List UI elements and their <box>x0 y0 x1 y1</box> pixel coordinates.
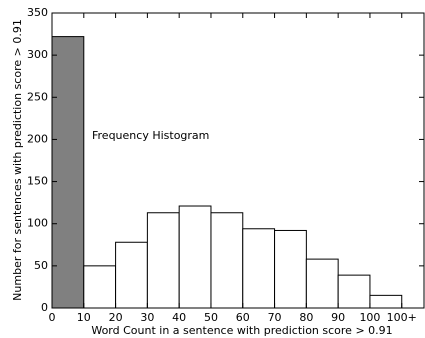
bar <box>83 265 117 309</box>
y-tick-label: 300 <box>27 48 48 61</box>
plot-frame <box>51 12 425 309</box>
bar <box>51 36 85 309</box>
x-tick-label: 20 <box>109 311 123 324</box>
y-tick-label: 50 <box>34 259 48 272</box>
bar <box>337 274 371 309</box>
x-tick-label: 40 <box>172 311 186 324</box>
x-tick-label: 100+ <box>387 311 417 324</box>
bar <box>369 294 403 309</box>
bar <box>305 258 339 309</box>
y-tick-label: 150 <box>27 175 48 188</box>
x-tick-label: 90 <box>331 311 345 324</box>
x-tick-label: 50 <box>204 311 218 324</box>
bar <box>115 241 148 309</box>
bar <box>178 205 212 309</box>
x-tick-label: 80 <box>299 311 313 324</box>
y-tick-label: 350 <box>27 6 48 19</box>
y-tick-label: 250 <box>27 90 48 103</box>
bar <box>274 229 307 309</box>
x-tick-label: 60 <box>236 311 250 324</box>
x-axis-label: Word Count in a sentence with prediction… <box>91 324 392 337</box>
x-tick-label: 30 <box>140 311 154 324</box>
annotation: Frequency Histogram <box>92 129 209 142</box>
y-tick-label: 100 <box>27 217 48 230</box>
y-axis-label: Number for sentences with prediction sco… <box>11 19 24 301</box>
y-tick-label: 0 <box>41 301 48 314</box>
x-tick-label: 0 <box>49 311 56 324</box>
bar <box>210 212 244 309</box>
bar <box>146 212 180 309</box>
bar <box>242 228 276 309</box>
y-tick-label: 200 <box>27 132 48 145</box>
x-tick-label: 10 <box>77 311 91 324</box>
x-tick-label: 100 <box>359 311 380 324</box>
x-tick-label: 70 <box>268 311 282 324</box>
